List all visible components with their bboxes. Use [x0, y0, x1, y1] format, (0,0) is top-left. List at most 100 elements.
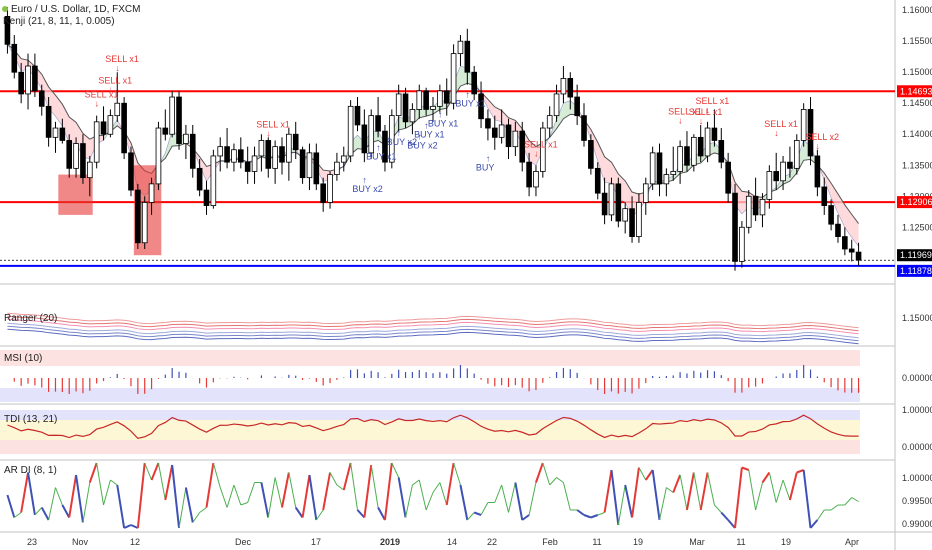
candle-body: [773, 171, 780, 182]
candle-body: [752, 195, 759, 216]
time-label: Dec: [235, 537, 252, 547]
candle-body: [485, 118, 491, 129]
ardi-segment: [714, 504, 722, 513]
ardi-segment: [27, 472, 36, 516]
ardi-segment: [40, 507, 50, 521]
candle-body: [128, 152, 134, 191]
candle-body: [93, 121, 100, 163]
candle-body: [183, 133, 189, 144]
ardi-segment: [851, 497, 859, 502]
trade-signals: SELL x1↓SELL x1↓SELL x1↓SELL x1↓SELL x1↓…: [85, 54, 839, 194]
tdi-title: TDI (13, 21): [4, 414, 57, 425]
cloud-segment: [165, 130, 173, 159]
ardi-segment: [644, 469, 654, 481]
ardi-segment: [294, 506, 304, 519]
ardi-segment: [775, 479, 784, 503]
candle-body: [437, 90, 443, 107]
ardi-segment: [748, 469, 757, 511]
candle-body: [656, 152, 663, 185]
time-label: Nov: [72, 537, 89, 547]
ardi-segment: [383, 462, 393, 521]
ardi-segment: [755, 482, 763, 511]
candle-body: [443, 90, 450, 104]
time-label: Apr: [845, 537, 859, 547]
arrow-down-icon: ↓: [108, 84, 113, 94]
candle-body: [574, 96, 580, 117]
ardi-segment: [150, 462, 160, 481]
price-axis[interactable]: 1.16000 1.15500 1.15000 1.14500 1.14000 1.135…: [897, 5, 932, 277]
sub-axes: 1.15000 0.00000 1.00000 0.00000 1.00000 …: [902, 313, 932, 529]
cloud-segment: [831, 183, 838, 214]
arrow-up-icon: ↑: [465, 90, 470, 100]
candle-body: [450, 53, 457, 104]
ardi-segment: [350, 462, 358, 511]
ardi-segment: [288, 472, 297, 508]
msi-indicator: [13, 364, 860, 394]
ardi-segment: [672, 474, 682, 493]
arrow-down-icon: ↓: [815, 141, 820, 151]
price-marker-label: 1.14693: [900, 86, 932, 96]
signal-label: SELL x1: [85, 90, 119, 100]
candle-body: [677, 146, 683, 172]
ardi-segment: [315, 509, 324, 521]
candle-body: [334, 161, 340, 175]
arrow-up-icon: ↑: [424, 121, 429, 131]
candle-body: [114, 102, 121, 117]
ardi-segment: [425, 492, 434, 511]
signal-label: BUY x2: [407, 141, 437, 151]
ardi-segment: [274, 477, 283, 508]
price-tick: 1.14000: [902, 129, 932, 139]
candle-body: [238, 149, 244, 163]
candle-body: [340, 155, 347, 163]
candle-body: [800, 109, 807, 141]
ardi-segment: [617, 484, 626, 526]
cloud-segment: [199, 156, 207, 182]
candle-body: [691, 136, 697, 166]
candle-body: [32, 65, 38, 92]
ardi-segment: [130, 524, 139, 529]
ardi-segment: [603, 469, 613, 513]
candle-body: [533, 171, 539, 188]
ranger-band-line: [7, 328, 859, 345]
time-label: 11: [592, 537, 601, 547]
candle-body: [684, 146, 690, 166]
arrow-down-icon: ↓: [266, 128, 271, 138]
candle-body: [553, 93, 560, 117]
arrow-down-icon: ↓: [774, 128, 779, 138]
time-axis[interactable]: 23 Nov 12 Dec 17 2019 14 22 Feb 11 19 Mar 11 19 Apr: [27, 537, 859, 547]
candle-body: [327, 174, 333, 203]
candle-body: [636, 202, 642, 237]
candle-body: [272, 146, 278, 169]
time-label: 19: [781, 537, 791, 547]
candle-body: [265, 140, 272, 169]
ardi-segment: [583, 514, 592, 519]
price-marker-badge: [897, 249, 932, 262]
ranger-title: Ranger (20): [4, 313, 57, 324]
signal-label: SELL x1: [668, 106, 702, 116]
indicator-title: Kenji (21, 8, 11, 1, 0.005): [3, 16, 115, 27]
candle-body: [11, 43, 18, 73]
candle-body: [148, 183, 155, 203]
cloud-segment: [494, 106, 502, 122]
ardi-segment: [260, 482, 270, 518]
signal-label: BUY x2: [352, 184, 382, 194]
candle-body: [251, 155, 258, 172]
candle-body: [86, 161, 93, 179]
candle-body: [66, 140, 73, 169]
candle-body: [203, 189, 210, 206]
signal-label: SELL x1: [696, 96, 730, 106]
arrow-down-icon: ↓: [678, 115, 683, 125]
candle-body: [306, 152, 313, 179]
arrow-up-icon: ↑: [417, 132, 422, 142]
ardi-segment: [20, 472, 30, 513]
ardi-segment: [61, 504, 71, 518]
signal-label: BUY x2: [387, 137, 417, 147]
candle-body: [25, 65, 31, 95]
candle-body: [725, 161, 731, 194]
candle-body: [135, 189, 141, 244]
candle-body: [38, 90, 45, 107]
ardi-segment: [666, 487, 674, 493]
ardi-segment: [651, 469, 661, 521]
ardi-segment: [514, 482, 524, 521]
